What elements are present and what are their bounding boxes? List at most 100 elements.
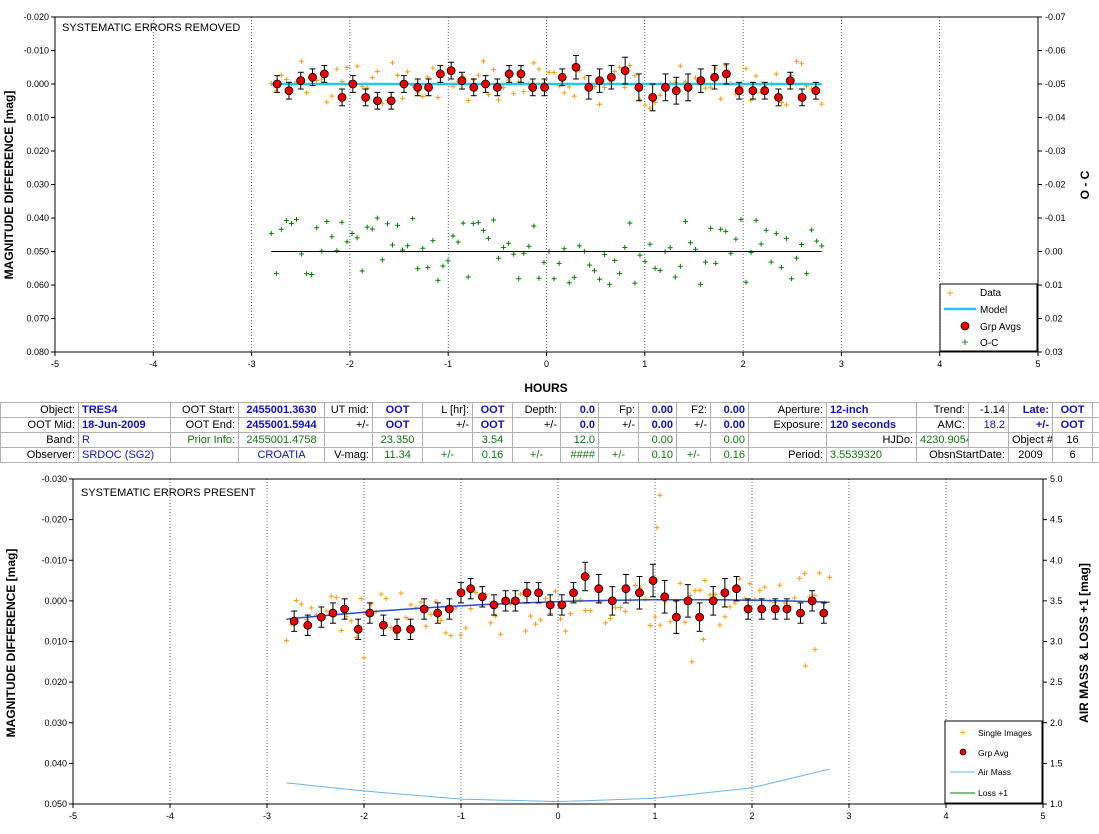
table-cell: L [hr]: [422, 402, 473, 418]
x-tick-label: 4 [937, 359, 942, 369]
y2-tick-label: 4.0 [1050, 555, 1063, 565]
grp-avg-point [433, 608, 443, 618]
table-cell: Exposure: [748, 417, 827, 433]
grp-avg-point [580, 572, 590, 581]
legend-airmass-label: Air Mass [978, 767, 1011, 777]
grp-avg-point [446, 66, 456, 75]
grp-avg-point [272, 79, 282, 89]
x-tick-label: 3 [839, 359, 844, 369]
grp-avg-point [348, 79, 358, 89]
grp-avg-point [522, 588, 532, 598]
bottom-legend: + Single Images Grp Avg Air Mass Loss +1 [944, 720, 1043, 804]
trend-line [286, 598, 830, 620]
grp-avg-point [444, 604, 454, 614]
y2-tick-label: 1.0 [1050, 799, 1063, 809]
grp-avg-point [720, 588, 730, 598]
table-cell: Late: [1008, 402, 1053, 418]
y-tick-label: 0.050 [44, 799, 67, 809]
table-cell [676, 432, 711, 448]
grp-avg-point [308, 72, 317, 82]
grp-avg-point [594, 584, 604, 594]
y-tick-label: 0.010 [44, 637, 67, 647]
bottom-y-axis-label: MAGNITUDE DIFFERENCE [mag] [4, 549, 18, 738]
table-cell: Aperture: [748, 402, 827, 418]
table-cell: 11.34 [372, 447, 423, 463]
grp-avg-point [466, 584, 476, 594]
top-chart-marks [268, 55, 825, 287]
table-cell: 3.54 [472, 432, 513, 448]
grp-avg-point [584, 82, 594, 92]
grp-avg-point [708, 596, 718, 606]
bottom-x-axis-ticks: -5 -4 -3 -2 -1 0 1 2 3 4 5 [69, 804, 1046, 821]
table-cell: 0.16 [472, 447, 513, 463]
table-cell: CROATIA [238, 447, 325, 463]
table-cell: SRDOC (SG2) [78, 447, 171, 463]
y-tick-label: 0.030 [26, 180, 49, 190]
grp-avg-point [481, 79, 490, 89]
y-tick-label: 0.040 [44, 758, 67, 768]
table-cell: Trend: [916, 402, 969, 418]
table-cell: OOT [372, 402, 423, 418]
grp-avg-point [648, 576, 658, 585]
grp-avg-point [316, 612, 326, 622]
y2-tick-label: 3.5 [1050, 596, 1063, 606]
y-tick-label: 0.020 [44, 677, 67, 687]
parameter-table: Object: TRES4 OOT Start: 2455001.3630 UT… [0, 402, 1099, 463]
grp-avg-point [782, 604, 792, 614]
table-cell: #### [560, 447, 599, 463]
legend-grpavg-marker [959, 748, 967, 756]
y2-tick-label: 0.00 [1045, 247, 1063, 257]
grp-avg-point [557, 600, 567, 610]
table-cell: +/- [598, 417, 639, 433]
table-cell: +/- [676, 447, 711, 463]
table-cell [170, 447, 239, 463]
grp-avg-point [373, 96, 382, 106]
x-tick-label: -1 [457, 811, 465, 821]
table-cell: V-mag: [324, 447, 373, 463]
grp-avg-point [399, 79, 409, 89]
grp-avg-point [595, 76, 604, 86]
table-cell: 0.0 [560, 402, 599, 418]
table-cell [598, 432, 639, 448]
grp-avg-point [621, 584, 631, 594]
table-cell: 0.00 [710, 432, 749, 448]
y2-tick-label: 1.5 [1050, 758, 1063, 768]
table-cell: OOT [372, 417, 423, 433]
grp-avg-point [328, 608, 338, 618]
x-tick-label: 3 [846, 811, 851, 821]
table-cell: 12-inch [826, 402, 917, 418]
table-cell: OOT [1052, 402, 1093, 418]
grp-avg-point [748, 86, 758, 96]
top-chart: SYSTEMATIC ERRORS REMOVED -0.020-0.0100.… [2, 12, 1092, 395]
x-tick-label: -2 [360, 811, 368, 821]
table-cell: OOT [1052, 417, 1093, 433]
grp-avg-point [337, 93, 347, 102]
table-cell: +/- [1008, 417, 1053, 433]
table-row: Band: R Prior Info: 2455001.4758 23.350 … [0, 432, 1099, 448]
grp-avg-point [635, 588, 644, 598]
grp-avg-point [477, 592, 487, 602]
x-tick-label: -5 [69, 811, 77, 821]
grp-avg-point [340, 604, 350, 614]
grp-avg-point [303, 620, 313, 630]
grp-avg-point [289, 616, 299, 626]
table-cell [748, 432, 827, 448]
top-legend: + Data Model Grp Avgs + O-C [939, 283, 1038, 352]
y-tick-label: 0.030 [44, 718, 67, 728]
grp-avg-point [392, 624, 402, 634]
bottom-y2-axis-ticks: 5.0 4.5 4.0 3.5 3.0 2.5 2.0 1.5 1.0 [1043, 474, 1063, 809]
top-plot-area [54, 16, 1039, 353]
grp-avg-point [732, 584, 741, 594]
table-cell: 16 [1052, 432, 1093, 448]
bottom-chart-title: SYSTEMATIC ERRORS PRESENT [81, 487, 256, 499]
top-y2-axis-ticks: -0.07 -0.06 -0.05 -0.04 -0.03 -0.02 -0.01 0.00 0… [1038, 12, 1066, 357]
y2-tick-label: 0.01 [1045, 280, 1063, 290]
x-tick-label: -3 [248, 359, 256, 369]
table-cell: +/- [324, 417, 373, 433]
table-cell: UT mid: [324, 402, 373, 418]
legend-grp-label: Grp Avgs [980, 322, 1021, 333]
grp-avg-point [378, 620, 388, 630]
table-cell: +/- [512, 417, 561, 433]
grp-avg-point [296, 76, 306, 86]
grp-avg-point [807, 596, 817, 606]
